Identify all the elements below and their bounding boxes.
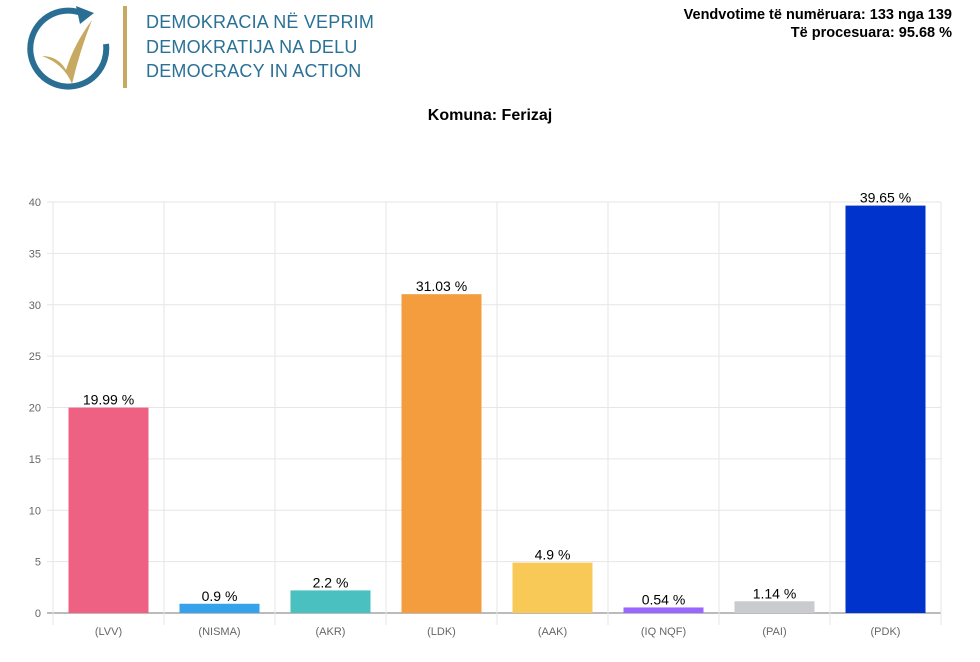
x-tick-label: (IQ NQF) — [641, 626, 686, 638]
processing-status: Vendvotime të numëruara: 133 nga 139 Të … — [684, 6, 952, 42]
processed-percent: Të procesuara: 95.68 % — [790, 25, 952, 41]
y-tick-label: 0 — [35, 608, 41, 620]
x-tick-label: (AKR) — [316, 626, 346, 638]
y-tick-label: 15 — [29, 454, 41, 466]
y-tick-label: 25 — [29, 351, 41, 363]
bar-iq-nqf — [623, 607, 704, 613]
bar-lvv — [68, 407, 149, 613]
y-tick-label: 30 — [29, 300, 41, 312]
data-label: 31.03 % — [416, 278, 467, 294]
y-tick-label: 35 — [29, 248, 41, 260]
bar-pai — [734, 601, 815, 613]
data-label: 1.14 % — [753, 585, 797, 601]
logo-icon — [27, 6, 110, 90]
bar-akr — [290, 590, 371, 613]
logo-text: DEMOKRACIA NË VEPRIM DEMOKRATIJA NA DELU… — [146, 10, 374, 84]
logo-line-albanian: DEMOKRACIA NË VEPRIM — [146, 12, 375, 32]
x-tick-label: (PAI) — [762, 626, 786, 638]
x-tick-label: (LVV) — [95, 626, 122, 638]
data-label: 39.65 % — [860, 190, 911, 206]
data-label: 2.2 % — [313, 574, 349, 590]
data-label: 0.54 % — [642, 591, 686, 607]
x-tick-label: (PDK) — [871, 626, 901, 638]
y-tick-label: 40 — [29, 197, 41, 209]
bar-aak — [512, 562, 593, 613]
logo-line-english: DEMOCRACY IN ACTION — [146, 61, 362, 81]
bar-pdk — [845, 205, 926, 613]
logo-line-serbian: DEMOKRATIJA NA DELU — [146, 36, 358, 57]
data-label: 4.9 % — [535, 547, 571, 563]
y-tick-label: 10 — [29, 505, 41, 517]
y-tick-label: 5 — [35, 557, 41, 569]
data-label: 19.99 % — [83, 392, 134, 408]
chart-title: Komuna: Ferizaj — [427, 107, 553, 124]
logo-divider — [123, 6, 127, 88]
data-label: 0.9 % — [202, 588, 238, 604]
y-tick-label: 20 — [29, 403, 41, 415]
x-tick-label: (AAK) — [538, 626, 567, 638]
counted-stations: Vendvotime të numëruara: 133 nga 139 — [683, 7, 952, 23]
bar-ldk — [401, 294, 482, 613]
bar-nisma — [179, 603, 260, 613]
x-tick-label: (NISMA) — [198, 626, 240, 638]
x-tick-label: (LDK) — [427, 626, 456, 638]
